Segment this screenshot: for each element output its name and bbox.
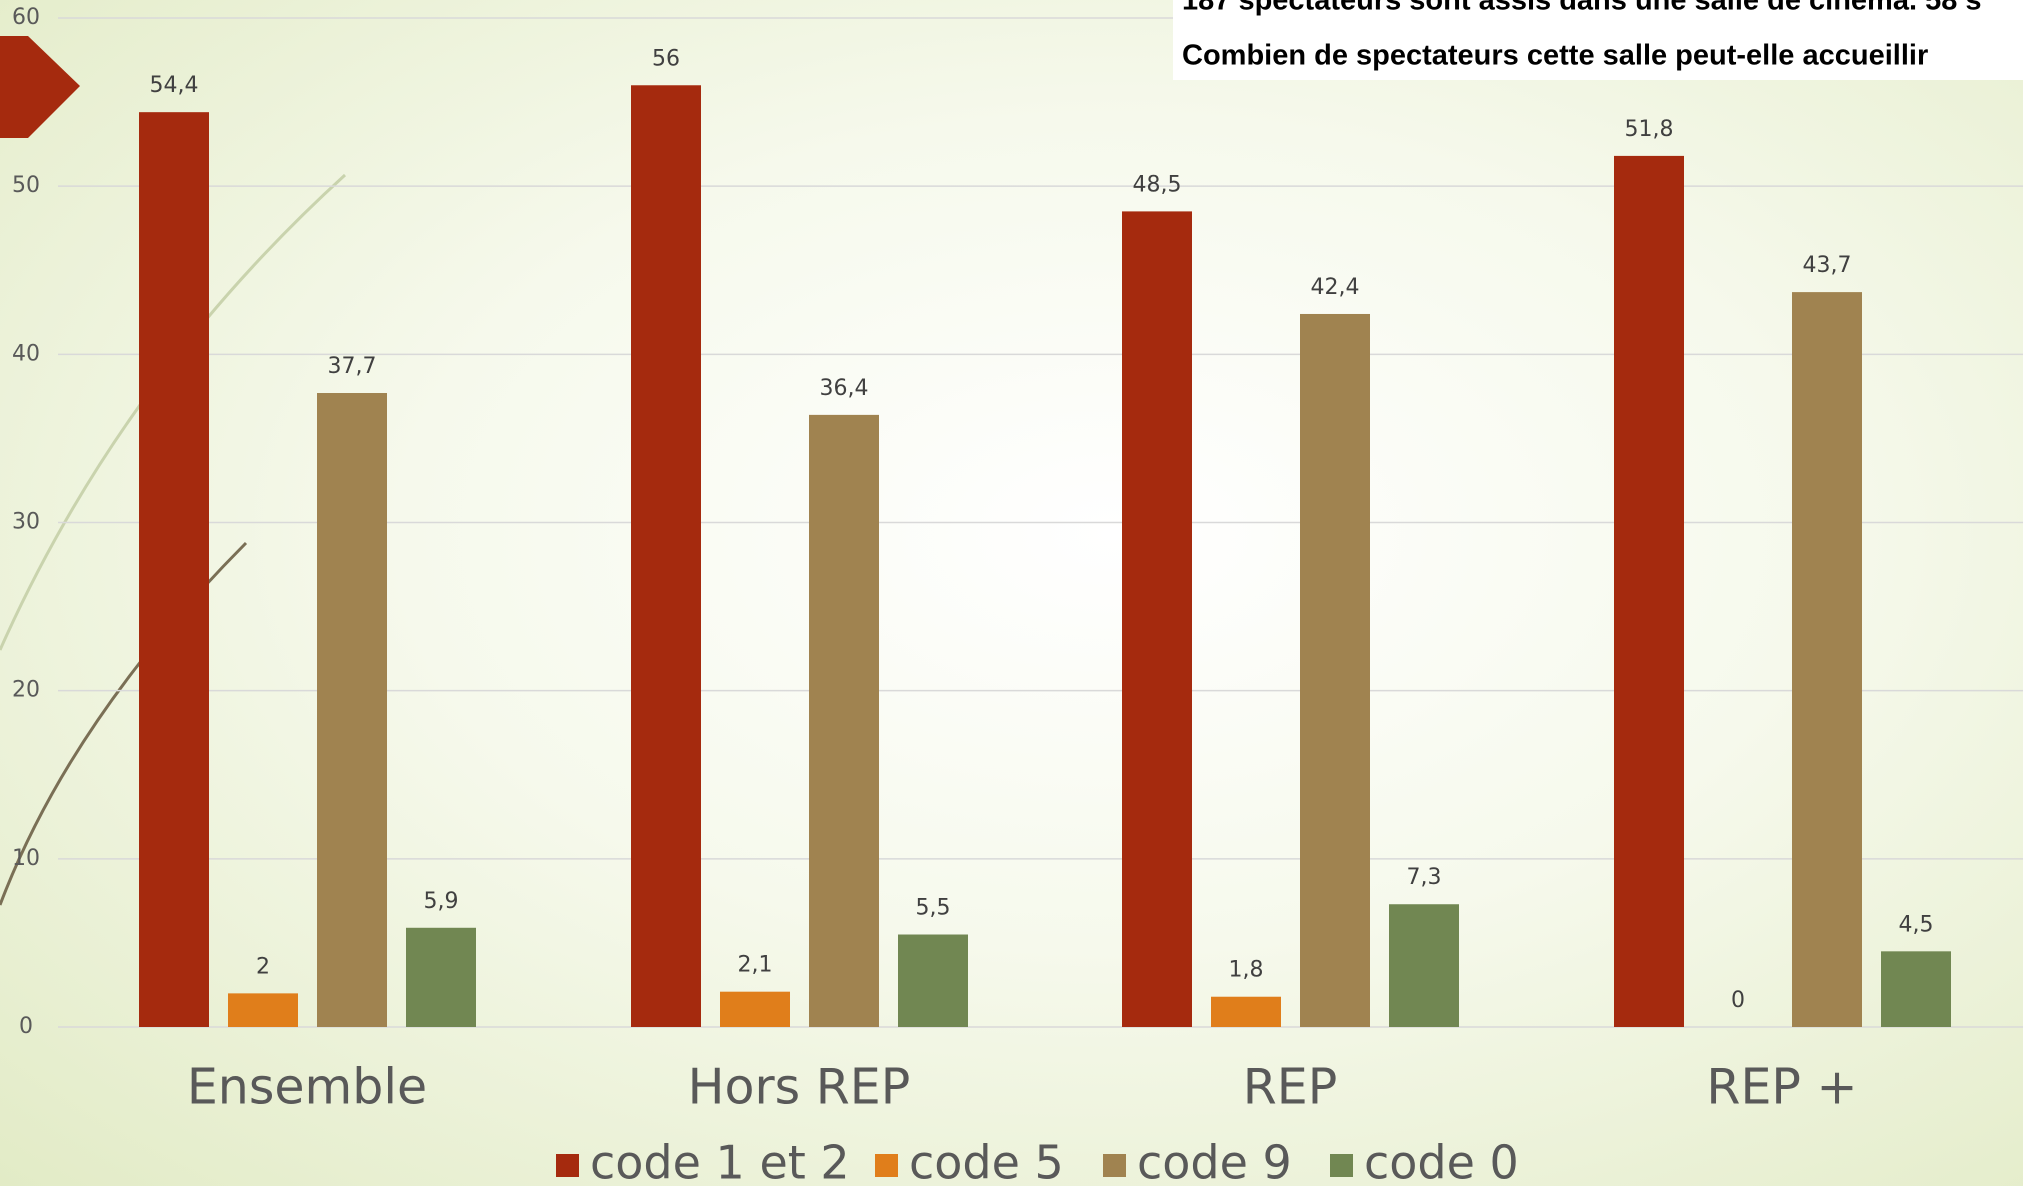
bar (720, 991, 790, 1027)
data-label: 4,5 (1899, 912, 1934, 937)
question-box (1173, 0, 2023, 80)
data-label: 37,7 (328, 354, 377, 379)
data-label: 56 (652, 46, 680, 71)
bar (1881, 951, 1951, 1027)
data-label: 0 (1731, 988, 1745, 1013)
decoration-arrow (0, 36, 80, 138)
legend-swatch (556, 1154, 579, 1177)
y-tick-label: 10 (12, 846, 40, 871)
x-tick-label: Hors REP (688, 1059, 911, 1116)
bar (1122, 211, 1192, 1027)
plot-area: 0 10 20 30 40 50 60 Ensemble 54,4 2 37,7 5,9 Hors RE… (12, 5, 2023, 1186)
x-tick-label: REP (1243, 1059, 1338, 1116)
data-label: 2,1 (738, 953, 773, 978)
bar (631, 85, 701, 1028)
data-label: 51,8 (1625, 117, 1674, 142)
legend-swatch (1103, 1154, 1126, 1177)
data-label: 1,8 (1229, 958, 1264, 983)
bar (1389, 904, 1459, 1027)
data-label: 42,4 (1311, 275, 1360, 300)
legend-label: code 0 (1364, 1136, 1519, 1186)
legend-label: code 5 (909, 1136, 1064, 1186)
bar (1211, 996, 1281, 1027)
x-tick-label: REP + (1706, 1059, 1857, 1116)
data-label: 36,4 (820, 376, 869, 401)
question-line: 187 spectateurs sont assis dans une sall… (1182, 0, 1982, 17)
bar (1614, 155, 1684, 1027)
bar (1300, 313, 1370, 1027)
bar (898, 934, 968, 1027)
data-label: 48,5 (1133, 172, 1182, 197)
bar (228, 993, 298, 1027)
legend-swatch (875, 1154, 898, 1177)
legend-swatch (1330, 1154, 1353, 1177)
data-label: 5,9 (424, 889, 459, 914)
bar (809, 414, 879, 1028)
question-line: Combien de spectateurs cette salle peut-… (1182, 40, 1928, 72)
legend-label: code 9 (1137, 1136, 1292, 1186)
bar (406, 927, 476, 1027)
data-label: 5,5 (916, 896, 951, 921)
bar (317, 393, 387, 1027)
legend-label: code 1 et 2 (590, 1136, 850, 1186)
y-tick-label: 0 (19, 1014, 33, 1039)
bar (1792, 292, 1862, 1027)
y-tick-label: 20 (12, 678, 40, 703)
data-label: 54,4 (150, 73, 199, 98)
x-tick-label: Ensemble (187, 1059, 427, 1116)
y-tick-label: 60 (12, 5, 40, 30)
data-label: 7,3 (1407, 865, 1442, 890)
y-tick-label: 40 (12, 341, 40, 366)
data-label: 2 (256, 954, 270, 979)
y-tick-label: 30 (12, 510, 40, 535)
bar (139, 112, 209, 1027)
y-tick-label: 50 (12, 173, 40, 198)
data-label: 43,7 (1803, 253, 1852, 278)
